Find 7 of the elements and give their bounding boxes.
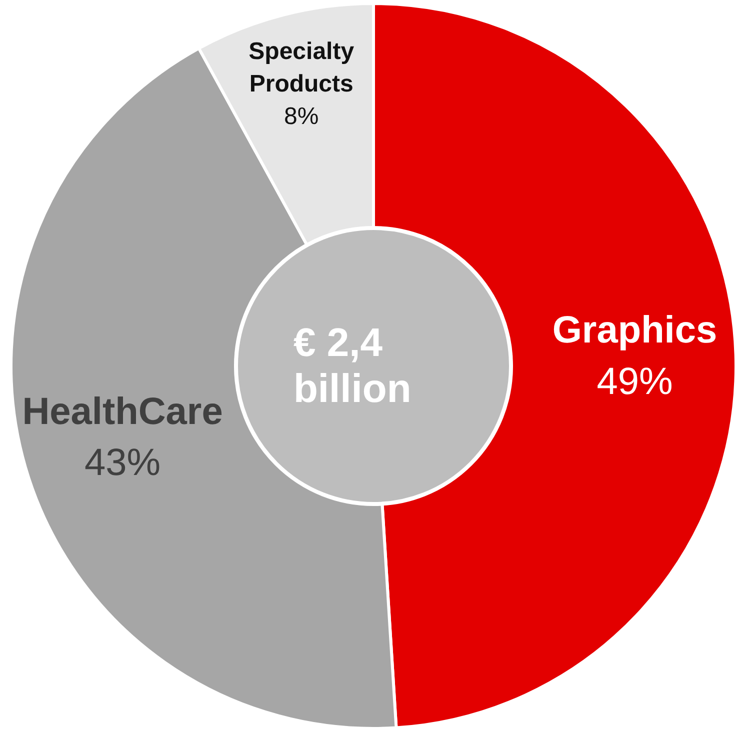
slice-label: Graphics xyxy=(552,310,718,352)
data-label: 43% xyxy=(84,442,161,484)
data-label: 49% xyxy=(596,360,673,403)
slice-label: Specialty Products xyxy=(248,38,355,98)
text: € 2,4 billion xyxy=(294,320,412,412)
data-label: 8% xyxy=(284,103,319,130)
slice-label: HealthCare xyxy=(22,390,223,433)
